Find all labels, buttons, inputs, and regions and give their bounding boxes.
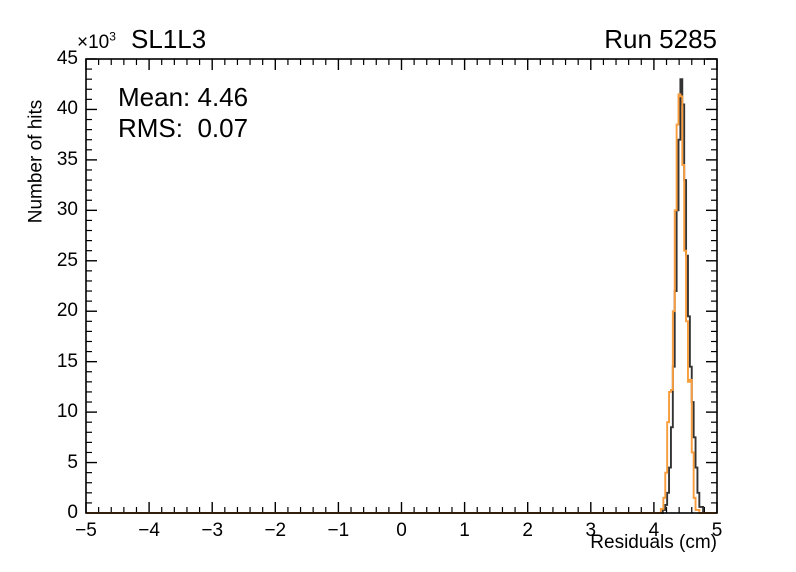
y-tick-label: 45: [56, 48, 78, 69]
stat-rms-label: RMS: 0.07: [118, 113, 249, 143]
y-tick-label: 0: [67, 502, 78, 523]
y-tick-label: 10: [56, 401, 78, 423]
run-label: Run 5285: [604, 24, 717, 54]
axis-ticks: [85, 58, 718, 514]
series-line-secondary: [86, 93, 717, 514]
y-tick-label: 30: [56, 199, 78, 221]
series-line-primary: [86, 78, 717, 514]
x-tick-label: −3: [201, 520, 224, 541]
y-axis-exponent-label: ×103: [77, 29, 116, 53]
x-tick-label: 5: [711, 520, 723, 541]
x-tick-label: −4: [138, 520, 160, 541]
histogram-title: SL1L3: [131, 24, 207, 54]
y-tick-label: 25: [56, 249, 78, 271]
x-tick-label: −5: [75, 520, 97, 541]
histogram-series: [86, 78, 717, 514]
x-tick-label: 3: [585, 520, 597, 541]
y-tick-label: 5: [67, 451, 78, 473]
y-tick-label: 15: [56, 350, 78, 372]
x-axis-title: Residuals (cm): [590, 532, 717, 553]
x-tick-label: −1: [327, 520, 350, 541]
x-tick-label: 1: [459, 520, 470, 541]
y-tick-label: 35: [56, 148, 78, 170]
x-tick-label: 2: [522, 520, 533, 541]
x-tick-label: 4: [648, 520, 660, 541]
y-tick-label: 40: [56, 98, 78, 120]
plot-frame: [85, 58, 718, 514]
x-tick-label: 0: [396, 520, 407, 541]
stat-mean-label: Mean: 4.46: [118, 82, 249, 112]
exponent-power: 3: [109, 29, 116, 44]
y-tick-label: 20: [56, 300, 78, 322]
x-tick-label: −2: [264, 520, 287, 541]
exponent-prefix: ×10: [77, 32, 110, 53]
